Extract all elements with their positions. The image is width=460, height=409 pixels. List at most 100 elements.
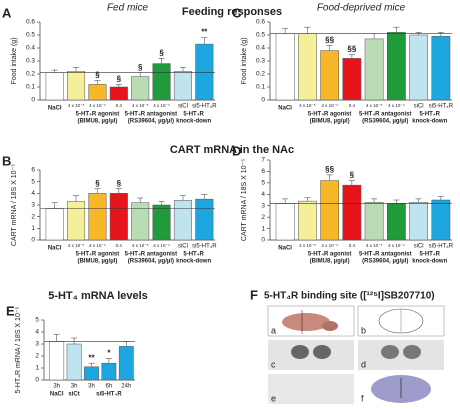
group-label: 5-HT₄R xyxy=(419,252,440,258)
image-label: c xyxy=(271,359,276,369)
group-label: 5-HT₄R agonist xyxy=(76,112,120,118)
bar xyxy=(67,71,86,101)
bar xyxy=(109,193,128,241)
panel-letter: B xyxy=(2,153,11,168)
bar xyxy=(298,33,317,101)
annotation: ** xyxy=(201,28,208,37)
bar xyxy=(364,38,384,101)
x-tick-label: 4 x 10⁻⁴ xyxy=(89,243,106,248)
x-tick-label: 4 x 10⁻⁵ xyxy=(132,243,149,248)
x-tick-label: si5-HT₄R xyxy=(192,104,217,110)
bar xyxy=(431,36,451,101)
y-axis-label: 5-HT₄R mRNA / 18S X 10⁻⁵ xyxy=(15,306,22,393)
bar xyxy=(409,202,428,241)
group-label: knock-down xyxy=(176,259,211,265)
section-title: 5-HT₄ mRNA levels xyxy=(48,290,148,302)
group-label: siCt xyxy=(68,392,79,398)
y-tick-label: 0.6 xyxy=(256,19,265,26)
panel-letter: C xyxy=(232,5,242,20)
y-tick-label: 0.3 xyxy=(26,58,35,65)
x-tick-label: 4 x 10⁻⁵ xyxy=(299,243,316,248)
annotation: ** xyxy=(88,353,95,362)
panel-letter: D xyxy=(232,143,241,158)
x-tick-label: 4 x 10⁻⁴ xyxy=(153,103,170,108)
bar xyxy=(101,362,117,381)
y-tick-label: 4 xyxy=(31,190,35,197)
x-tick-label: 0.4 xyxy=(116,103,123,108)
bar xyxy=(88,193,107,241)
y-tick-label: 3 xyxy=(35,341,39,348)
group-label: (RS39604, µg/µl) xyxy=(362,259,408,265)
bar xyxy=(275,203,295,241)
bar xyxy=(152,204,171,241)
bar xyxy=(173,200,192,241)
y-tick-label: 0.4 xyxy=(256,45,265,52)
annotation: §§ xyxy=(325,36,334,45)
bar xyxy=(409,34,428,101)
y-tick-label: 2 xyxy=(261,214,265,221)
x-tick-label: 4 x 10⁻⁵ xyxy=(366,103,383,108)
group-label: (RS39604, µg/µl) xyxy=(128,259,174,265)
bar xyxy=(195,43,214,101)
group-label: (BIMU8, µg/µl) xyxy=(77,259,117,265)
y-tick-label: 5 xyxy=(31,178,35,185)
x-tick-label: 4 x 10⁻⁵ xyxy=(132,103,149,108)
group-label: (BIMU8, µg/µl) xyxy=(310,119,350,125)
y-tick-label: 4 xyxy=(35,329,39,336)
y-tick-label: 5 xyxy=(261,180,265,187)
y-tick-label: 0.2 xyxy=(26,71,35,78)
y-tick-label: 2 xyxy=(35,353,39,360)
image-a xyxy=(267,305,355,337)
bar xyxy=(431,199,451,241)
bar xyxy=(364,202,384,241)
bar xyxy=(131,76,150,101)
bar xyxy=(88,84,107,101)
y-tick-label: 2 xyxy=(31,213,35,220)
x-tick-label: si5-HT₄R xyxy=(192,244,217,250)
x-tick-label: 24h xyxy=(121,384,131,390)
image-label: f xyxy=(361,393,364,403)
y-tick-label: 0.2 xyxy=(256,71,265,78)
panel-title: 5-HT₄R binding site ([¹²⁵I]SB207710) xyxy=(264,291,435,302)
x-tick-label: 4 x 10⁻⁵ xyxy=(366,243,383,248)
group-label: 5-HT₄R agonist xyxy=(76,252,120,258)
bar xyxy=(84,366,99,381)
group-label: (RS39604, µg/µl) xyxy=(128,119,174,125)
bar xyxy=(67,201,86,241)
bar xyxy=(45,208,64,241)
bar xyxy=(152,63,171,101)
bar xyxy=(387,32,406,101)
annotation: § xyxy=(117,179,122,188)
panel-title: Fed mice xyxy=(107,3,149,14)
y-axis-label: CART mRNA / 18S X 10⁻⁵ xyxy=(11,164,18,246)
x-tick-label: 4 x 10⁻⁵ xyxy=(68,103,85,108)
group-label: (RS39604, µg/µl) xyxy=(362,119,408,125)
panel-letter: F xyxy=(250,287,258,302)
x-tick-label: 3h xyxy=(71,384,78,390)
x-tick-label: 0.4 xyxy=(349,243,356,248)
bar xyxy=(45,72,64,101)
x-tick-label: 4 x 10⁻⁴ xyxy=(388,103,405,108)
image-e xyxy=(268,374,354,404)
x-tick-label: 4 x 10⁻⁴ xyxy=(321,103,338,108)
group-label: (BIMU8, µg/µl) xyxy=(77,119,117,125)
annotation: § xyxy=(95,179,100,188)
bar xyxy=(387,203,406,241)
y-tick-label: 0.1 xyxy=(256,84,265,91)
image-c xyxy=(268,340,354,370)
group-label: NaCl xyxy=(278,106,292,112)
annotation: § xyxy=(350,171,355,180)
x-tick-label: 3h xyxy=(53,384,60,390)
group-label: 5-HT₄R xyxy=(419,112,440,118)
group-label: NaCl xyxy=(48,106,62,112)
y-axis-label: Food intake (g) xyxy=(241,37,248,84)
group-label: si5-HT₄R xyxy=(96,392,122,398)
x-tick-label: siCl xyxy=(178,244,188,250)
x-tick-label: siCl xyxy=(178,104,188,110)
x-tick-label: 6h xyxy=(106,384,113,390)
y-tick-label: 0.6 xyxy=(26,19,35,26)
image-b xyxy=(357,305,445,337)
bar xyxy=(342,184,362,241)
bar xyxy=(109,86,128,101)
